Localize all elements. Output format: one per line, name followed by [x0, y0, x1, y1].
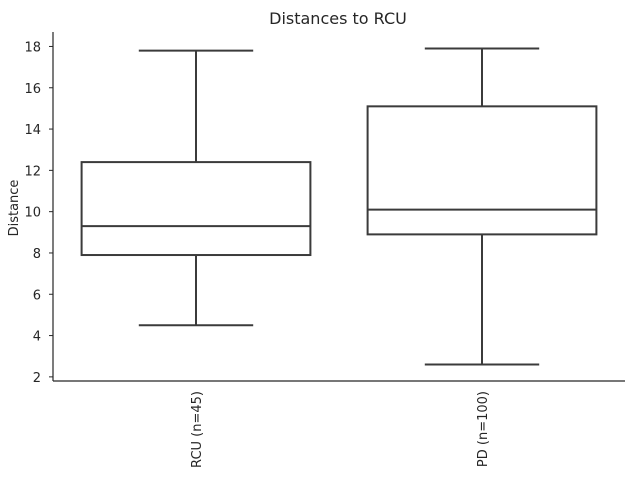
- boxes-layer: [80, 47, 598, 366]
- y-tick-label: 10: [24, 206, 41, 221]
- x-tick-label: RCU (n=45): [190, 391, 205, 468]
- y-tick-label: 6: [33, 288, 41, 303]
- x-tick-label: PD (n=100): [476, 391, 491, 467]
- x-tick-labels: RCU (n=45) PD (n=100): [190, 391, 491, 468]
- y-tick-label: 16: [24, 82, 41, 97]
- y-tick-label: 8: [33, 247, 41, 262]
- iqr-box: [80, 161, 312, 257]
- box-group: [80, 49, 312, 327]
- iqr-box: [366, 105, 598, 236]
- y-ticks: 2 4 6 8 10 12 14 16 18: [24, 40, 53, 386]
- y-tick-label: 4: [33, 330, 41, 345]
- y-axis-label: Distance: [7, 180, 22, 237]
- box-group: [366, 47, 598, 366]
- y-tick-label: 14: [24, 123, 41, 138]
- y-tick-label: 2: [33, 371, 41, 386]
- y-tick-label: 18: [24, 40, 41, 55]
- chart-title: Distances to RCU: [269, 9, 407, 28]
- y-tick-label: 12: [24, 164, 41, 179]
